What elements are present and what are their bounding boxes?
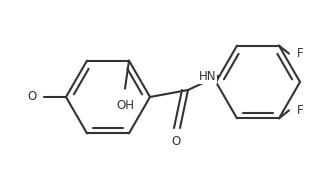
Text: O: O	[171, 135, 181, 148]
Text: OH: OH	[116, 99, 134, 112]
Text: F: F	[297, 47, 304, 60]
Text: O: O	[28, 91, 37, 104]
Text: HN: HN	[199, 70, 216, 83]
Text: F: F	[297, 104, 304, 117]
